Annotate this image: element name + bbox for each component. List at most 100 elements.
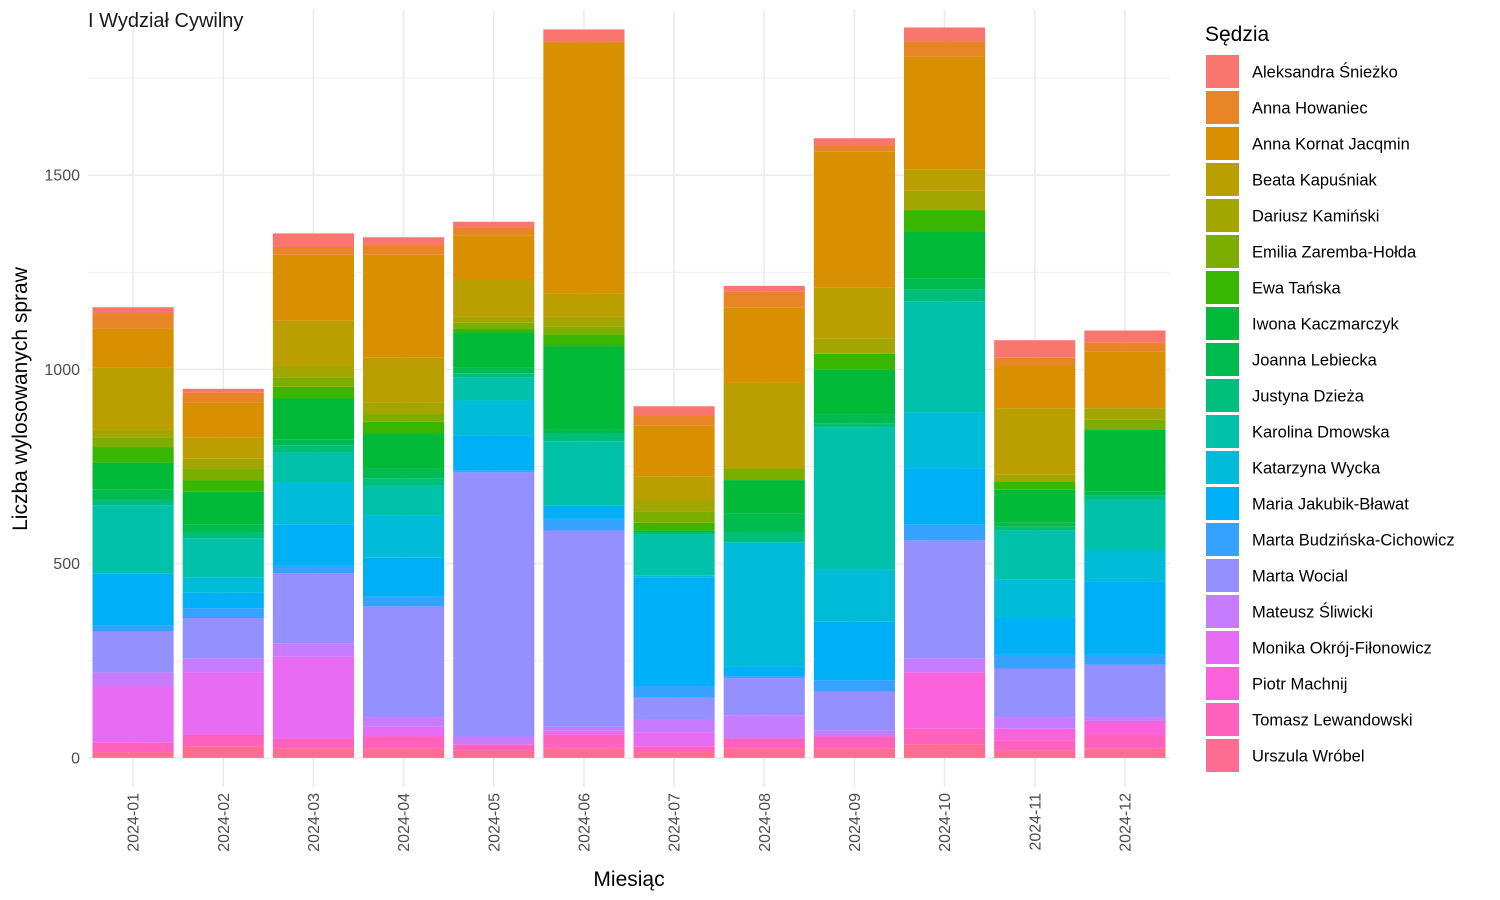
bar-segment-2024-07-tomasz-lewandowski (633, 746, 715, 753)
bar-segment-2024-12-tomasz-lewandowski (1084, 734, 1166, 749)
bar-segment-2024-01-dariusz-kaminski (92, 429, 174, 438)
bar-segment-2024-11-mateusz-sliwicki (994, 717, 1076, 729)
bar-segment-2024-12-katarzyna-wycka (1084, 550, 1166, 582)
legend-label-joanna-lebiecka: Joanna Lebiecka (1252, 352, 1378, 370)
bar-segment-2024-09-aleksandra-sniezko (813, 138, 895, 146)
bar-segment-2024-02-joanna-lebiecka (182, 524, 264, 533)
bar-segment-2024-08-aleksandra-sniezko (723, 285, 805, 292)
legend-label-dariusz-kaminski: Dariusz Kamiński (1252, 208, 1379, 226)
bar-segment-2024-05-beata-kapusniak (453, 280, 535, 317)
bar-segment-2024-04-mateusz-sliwicki (363, 717, 445, 727)
bar-segment-2024-01-justyna-dzieza (92, 499, 174, 506)
bar-segment-2024-01-mateusz-sliwicki (92, 672, 174, 686)
bar-segment-2024-05-anna-howaniec (453, 227, 535, 236)
bar-segment-2024-10-maria-jakubik-blawat (904, 468, 986, 525)
bar-segment-2024-02-dariusz-kaminski (182, 458, 264, 469)
bar-segment-2024-06-marta-budzinska-cichowicz (543, 518, 625, 531)
legend-key-marta-budzinska-cichowicz (1206, 523, 1239, 556)
bar-segment-2024-05-karolina-dmowska (453, 377, 535, 401)
bar-segment-2024-08-justyna-dzieza (723, 532, 805, 543)
bar-segment-2024-11-karolina-dmowska (994, 530, 1076, 580)
bar-segment-2024-09-marta-wocial (813, 691, 895, 731)
bar-segment-2024-03-marta-wocial (272, 573, 354, 644)
bar-segment-2024-07-anna-kornat-jacqmin (633, 425, 715, 477)
legend-key-aleksandra-sniezko (1206, 55, 1239, 88)
bar-segment-2024-08-maria-jakubik-blawat (723, 666, 805, 677)
x-tick-label: 2024-05 (486, 793, 503, 852)
bar-segment-2024-11-piotr-machnij (994, 728, 1076, 741)
bar-segment-2024-01-beata-kapusniak (92, 367, 174, 430)
bar-segment-2024-02-ewa-tanska (182, 480, 264, 492)
bar-segment-2024-10-iwona-kaczmarczyk (904, 231, 986, 279)
bar-segment-2024-05-emilia-zaremba-holda (453, 322, 535, 329)
bar-segment-2024-05-joanna-lebiecka (453, 367, 535, 374)
bar-segment-2024-11-tomasz-lewandowski (994, 740, 1076, 751)
bar-segment-2024-01-ewa-tanska (92, 447, 174, 463)
bar-segment-2024-02-maria-jakubik-blawat (182, 592, 264, 609)
bar-segment-2024-04-justyna-dzieza (363, 478, 445, 486)
bar-segment-2024-06-urszula-wrobel (543, 748, 625, 758)
bar-segment-2024-07-emilia-zaremba-holda (633, 511, 715, 523)
bar-segment-2024-01-urszula-wrobel (92, 752, 174, 758)
bar-segment-2024-05-urszula-wrobel (453, 750, 535, 758)
legend-key-joanna-lebiecka (1206, 343, 1239, 376)
bar-segment-2024-08-iwona-kaczmarczyk (723, 480, 805, 514)
bar-segment-2024-08-marta-budzinska-cichowicz (723, 676, 805, 679)
bar-segment-2024-01-marta-budzinska-cichowicz (92, 625, 174, 632)
x-tick-label: 2024-01 (126, 793, 143, 852)
bar-segment-2024-06-mateusz-sliwicki (543, 726, 625, 731)
bar-segment-2024-12-anna-kornat-jacqmin (1084, 351, 1166, 409)
bar-segment-2024-03-urszula-wrobel (272, 748, 354, 758)
bar-segment-2024-09-ewa-tanska (813, 353, 895, 370)
x-tick-label: 2024-09 (847, 793, 864, 852)
bar-segment-2024-04-maria-jakubik-blawat (363, 557, 445, 597)
legend-key-piotr-machnij (1206, 667, 1239, 700)
bar-segment-2024-01-anna-kornat-jacqmin (92, 328, 174, 368)
bar-segment-2024-10-anna-kornat-jacqmin (904, 56, 986, 170)
bar-segment-2024-12-justyna-dzieza (1084, 495, 1166, 500)
y-axis: 0 500 1000 1500 (44, 168, 80, 768)
bar-segment-2024-07-monika-okroj-filonowicz (633, 732, 715, 747)
bar-segment-2024-11-maria-jakubik-blawat (994, 618, 1076, 655)
bar-segment-2024-11-marta-wocial (994, 668, 1076, 718)
bar-segment-2024-09-beata-kapusniak (813, 287, 895, 339)
bar-segment-2024-10-anna-howaniec (904, 41, 986, 57)
grid-minor (88, 77, 1170, 662)
bar-segment-2024-03-dariusz-kaminski (272, 365, 354, 378)
plot-panel (88, 10, 1170, 787)
bar-segment-2024-04-emilia-zaremba-holda (363, 414, 445, 422)
legend-label-marta-wocial: Marta Wocial (1252, 568, 1348, 586)
legend-label-karolina-dmowska: Karolina Dmowska (1252, 424, 1390, 442)
legend-label-justyna-dzieza: Justyna Dzieża (1252, 388, 1365, 406)
bar-segment-2024-06-marta-wocial (543, 530, 625, 727)
bar-segment-2024-11-aleksandra-sniezko (994, 340, 1076, 358)
bar-segment-2024-01-emilia-zaremba-holda (92, 437, 174, 448)
bar-segment-2024-06-monika-okroj-filonowicz (543, 730, 625, 735)
bar-segment-2024-09-dariusz-kaminski (813, 338, 895, 354)
y-tick-label: 0 (71, 750, 80, 767)
bar-segment-2024-03-maria-jakubik-blawat (272, 524, 354, 566)
bar-segment-2024-05-aleksandra-sniezko (453, 221, 535, 228)
legend-label-emilia-zaremba-holda: Emilia Zaremba-Hołda (1252, 244, 1417, 262)
bar-segment-2024-04-monika-okroj-filonowicz (363, 726, 445, 737)
legend-label-aleksandra-sniezko: Aleksandra Śnieżko (1252, 63, 1398, 82)
bar-segment-2024-10-marta-wocial (904, 540, 986, 659)
bar-segment-2024-07-dariusz-kaminski (633, 499, 715, 512)
bar-segment-2024-02-beata-kapusniak (182, 437, 264, 459)
bar-segment-2024-05-mateusz-sliwicki (453, 736, 535, 745)
legend-key-dariusz-kaminski (1206, 199, 1239, 232)
bar-segment-2024-11-justyna-dzieza (994, 526, 1076, 531)
bar-segment-2024-06-aleksandra-sniezko (543, 29, 625, 42)
bar-segment-2024-09-iwona-kaczmarczyk (813, 369, 895, 415)
bar-segment-2024-03-iwona-kaczmarczyk (272, 398, 354, 440)
bar-segment-2024-04-anna-howaniec (363, 245, 445, 255)
bar-segment-2024-04-marta-budzinska-cichowicz (363, 596, 445, 607)
bar-segment-2024-08-anna-kornat-jacqmin (723, 307, 805, 383)
bar-segment-2024-04-beata-kapusniak (363, 357, 445, 403)
bar-segment-2024-12-marta-budzinska-cichowicz (1084, 654, 1166, 665)
bar-segment-2024-02-emilia-zaremba-holda (182, 468, 264, 481)
legend-label-ewa-tanska: Ewa Tańska (1252, 280, 1341, 298)
bar-segment-2024-02-marta-budzinska-cichowicz (182, 608, 264, 619)
bar-segment-2024-08-mateusz-sliwicki (723, 715, 805, 739)
